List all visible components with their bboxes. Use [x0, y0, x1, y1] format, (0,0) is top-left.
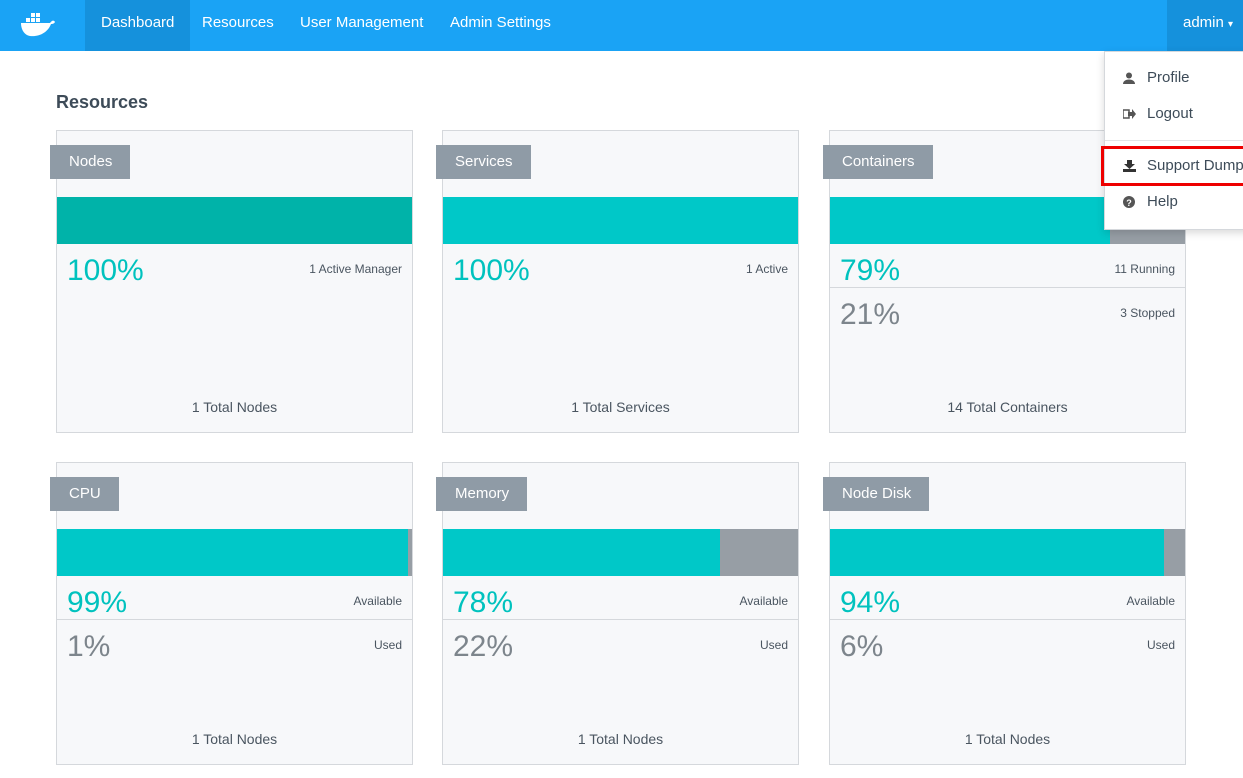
bar-segment — [830, 197, 1111, 244]
bar-segment — [719, 529, 798, 576]
icon: ? — [1123, 196, 1135, 208]
stat-percent: 99% — [67, 586, 128, 619]
stat-caption: Used — [373, 638, 402, 652]
user-menu[interactable]: admin ▾ — [1167, 0, 1243, 51]
card-title: CPU — [50, 477, 119, 511]
bar-segment — [57, 529, 409, 576]
caret: ▾ — [1228, 19, 1234, 30]
nav-link[interactable]: User Management — [300, 14, 424, 31]
stat-percent: 79% — [840, 254, 901, 287]
card-title: Containers — [823, 145, 933, 179]
user-name[interactable]: admin — [1183, 14, 1224, 31]
stat-caption: 3 Stopped — [1120, 306, 1175, 320]
stat-row: 99% Available — [57, 576, 412, 619]
card-title: Memory — [436, 477, 528, 511]
stat-caption: Available — [1126, 594, 1175, 608]
card-total: 1 Total Nodes — [191, 399, 278, 415]
stat-row: 100% 1 Active Manager — [57, 244, 412, 287]
bar-segment — [443, 529, 720, 576]
navbar: Dashboard Resources User Management Admin S… — [0, 0, 1243, 51]
stat-caption: Used — [759, 638, 788, 652]
bar-segment — [830, 529, 1164, 576]
menu-item[interactable]: Support Dump — [1105, 148, 1243, 184]
card-title: Services — [436, 145, 531, 179]
stat-row: 6% Used — [830, 619, 1185, 663]
resource-card: Services 100% 1 Active 1 Total Services — [436, 130, 799, 433]
stat-percent: 1% — [67, 630, 111, 663]
icon — [1123, 160, 1136, 172]
nav-link[interactable]: Admin Settings — [450, 14, 551, 31]
divider — [1105, 140, 1243, 141]
progress-bar — [57, 197, 412, 244]
bar-segment — [57, 197, 412, 244]
stat-row: 1% Used — [57, 619, 412, 663]
progress-bar — [830, 529, 1185, 576]
stat-caption: 1 Active — [745, 262, 788, 276]
progress-bar — [57, 529, 412, 576]
nav-link[interactable]: Dashboard — [85, 0, 191, 51]
card-total: 1 Total Nodes — [964, 731, 1051, 747]
menu-label[interactable]: Support Dump — [1147, 157, 1243, 174]
stat-percent: 100% — [67, 254, 144, 287]
bar-segment — [408, 529, 412, 576]
menu-label[interactable]: Help — [1147, 193, 1178, 210]
stat-caption: 11 Running — [1114, 262, 1176, 276]
stat-row: 79% 11 Running — [830, 244, 1185, 287]
highlight-box — [1101, 146, 1243, 186]
nav-link[interactable]: Resources — [202, 14, 274, 31]
stat-caption: Available — [739, 594, 788, 608]
menu-label[interactable]: Logout — [1147, 105, 1193, 122]
stat-percent: 100% — [453, 254, 530, 287]
icon — [1123, 109, 1136, 119]
stat-row: 94% Available — [830, 576, 1185, 619]
dropdown-menu: Profile Logout Support Dump ? Help — [1104, 51, 1243, 230]
progress-bar — [830, 197, 1185, 244]
stat-percent: 78% — [453, 586, 514, 619]
stat-caption: 1 Active Manager — [309, 262, 402, 276]
bar-segment — [443, 197, 798, 244]
resource-card: Nodes 100% 1 Active Manager 1 Total Nodes — [50, 130, 413, 433]
stat-caption: Available — [353, 594, 402, 608]
icon — [1123, 72, 1135, 84]
stat-row: 21% 3 Stopped — [830, 287, 1185, 331]
page-title: Resources — [56, 92, 149, 112]
menu-item[interactable]: ? Help — [1105, 184, 1243, 220]
stat-percent: 6% — [840, 630, 884, 663]
stat-percent: 21% — [840, 298, 901, 331]
stat-percent: 22% — [453, 630, 514, 663]
stat-row: 78% Available — [443, 576, 798, 619]
card-total: 1 Total Services — [571, 399, 670, 415]
resource-card: Memory 78% Available 22% Used 1 Total Nodes — [436, 462, 799, 765]
stat-row: 100% 1 Active — [443, 244, 798, 287]
stat-row: 22% Used — [443, 619, 798, 663]
stat-caption: Used — [1146, 638, 1175, 652]
resource-card: CPU 99% Available 1% Used 1 Total Nodes — [50, 462, 413, 765]
card-total: 1 Total Nodes — [191, 731, 278, 747]
progress-bar — [443, 197, 798, 244]
card-total: 1 Total Nodes — [577, 731, 664, 747]
card-title: Node Disk — [823, 477, 930, 511]
menu-item[interactable]: Logout — [1105, 96, 1243, 132]
svg-text:?: ? — [1126, 198, 1132, 208]
logo[interactable] — [20, 12, 56, 38]
stat-percent: 94% — [840, 586, 901, 619]
card-total: 14 Total Containers — [947, 399, 1068, 415]
bar-segment — [1163, 529, 1185, 576]
menu-item[interactable]: Profile — [1105, 60, 1243, 96]
resource-card: Node Disk 94% Available 6% Used 1 Total Nodes — [823, 462, 1186, 765]
menu-label[interactable]: Profile — [1147, 69, 1190, 86]
card-title: Nodes — [50, 145, 131, 179]
progress-bar — [443, 529, 798, 576]
